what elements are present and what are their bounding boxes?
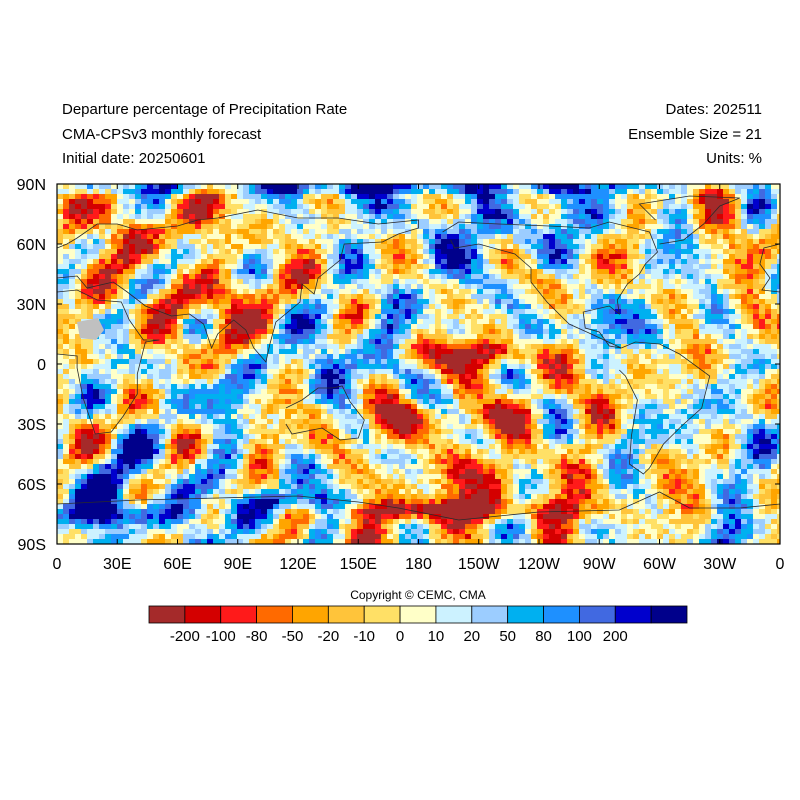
lat-tick-label: 30N [17, 297, 46, 314]
colorbar-box [614, 605, 652, 624]
lon-tick-label: 0 [53, 556, 62, 573]
lon-tick-label: 30W [703, 556, 737, 573]
lat-tick-label: 60N [17, 237, 46, 254]
colorbar-tick-label: 20 [463, 628, 480, 645]
colorbar-box [650, 605, 688, 624]
colorbar-tick-label: 50 [499, 628, 516, 645]
colorbar-box [471, 605, 509, 624]
copyright-text: Copyright © CEMC, CMA [350, 588, 486, 602]
colorbar-box [435, 605, 473, 624]
colorbar-box [399, 605, 437, 624]
lon-tick-label: 90E [224, 556, 252, 573]
colorbar-tick-label: -100 [206, 628, 236, 645]
colorbar-box [579, 605, 616, 624]
lat-tick-label: 90N [17, 177, 46, 194]
precipitation-anomaly-map: 90N 60N 30N 0 30S 60S 90S 0 30E 60E 90E 120E 150E 180… [17, 177, 785, 573]
colorbar-tick-label: -20 [317, 628, 339, 645]
colorbar-tick-label: 0 [396, 628, 404, 645]
colorbar-tick-label: 80 [535, 628, 552, 645]
lon-tick-label: 0 [776, 556, 785, 573]
colorbar-box [220, 605, 258, 624]
colorbar-tick-label: -80 [246, 628, 268, 645]
units-label: Units: % [706, 150, 762, 167]
colorbar-tick-label: 10 [428, 628, 445, 645]
lon-tick-label: 120W [518, 556, 561, 573]
map-axes: 90N 60N 30N 0 30S 60S 90S 0 30E 60E 90E 120E 150E 180… [17, 177, 785, 573]
colorbar-tick-label: 200 [603, 628, 628, 645]
colorbar-tick-label: -200 [170, 628, 200, 645]
lon-tick-label: 150W [458, 556, 501, 573]
lon-tick-label: 150E [340, 556, 377, 573]
lon-tick-label: 30E [103, 556, 131, 573]
lat-tick-label: 60S [18, 477, 46, 494]
colorbar-box [507, 605, 544, 624]
lat-tick-label: 30S [18, 417, 46, 434]
forecast-dates: Dates: 202511 [665, 101, 762, 118]
lon-tick-label: 180 [405, 556, 432, 573]
initial-date: Initial date: 20250601 [62, 150, 206, 167]
colorbar-box [256, 605, 293, 624]
lat-tick-label: 90S [18, 537, 46, 554]
lon-tick-label: 90W [583, 556, 617, 573]
colorbar-box [148, 605, 186, 624]
colorbar-box [292, 605, 329, 624]
lon-tick-label: 60W [643, 556, 677, 573]
colorbar-box [543, 605, 580, 624]
model-name: CMA-CPSv3 monthly forecast [62, 126, 262, 143]
ensemble-size: Ensemble Size = 21 [628, 126, 762, 143]
colorbar-tick-label: -10 [353, 628, 375, 645]
lon-tick-label: 120E [279, 556, 316, 573]
lon-tick-label: 60E [163, 556, 191, 573]
colorbar-tick-label: -50 [282, 628, 304, 645]
colorbar-box [363, 605, 401, 624]
colorbar-tick-label: 100 [567, 628, 592, 645]
anomaly-field [57, 184, 780, 544]
colorbar-box [184, 605, 222, 624]
coastlines [57, 195, 780, 521]
chart-title: Departure percentage of Precipitation Ra… [62, 101, 348, 118]
lat-tick-label: 0 [37, 357, 46, 374]
colorbar-box [327, 605, 365, 624]
